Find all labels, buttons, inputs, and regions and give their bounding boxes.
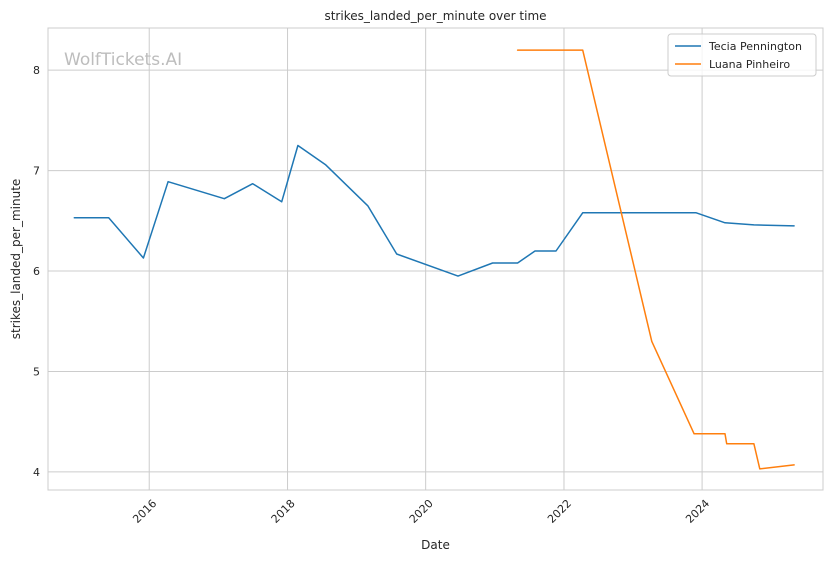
y-axis-label: strikes_landed_per_minute xyxy=(9,179,23,340)
plot-frame xyxy=(47,27,824,491)
legend-box xyxy=(667,33,817,77)
y-tick-label: 4 xyxy=(33,466,40,479)
chart-title: strikes_landed_per_minute over time xyxy=(324,9,546,23)
y-tick-label: 5 xyxy=(33,365,40,378)
legend-entry: Tecia Pennington xyxy=(708,40,802,53)
y-tick-label: 8 xyxy=(33,64,40,77)
watermark: WolfTickets.AI xyxy=(64,50,182,70)
legend-entry: Luana Pinheiro xyxy=(709,58,790,71)
legend: Tecia Pennington Luana Pinheiro xyxy=(667,33,817,77)
series-line xyxy=(516,49,795,470)
y-tick-label: 7 xyxy=(33,165,40,178)
series-line xyxy=(73,144,795,277)
y-tick-label: 6 xyxy=(33,265,40,278)
x-axis-label: Date xyxy=(421,538,450,552)
series-lines xyxy=(73,49,795,470)
